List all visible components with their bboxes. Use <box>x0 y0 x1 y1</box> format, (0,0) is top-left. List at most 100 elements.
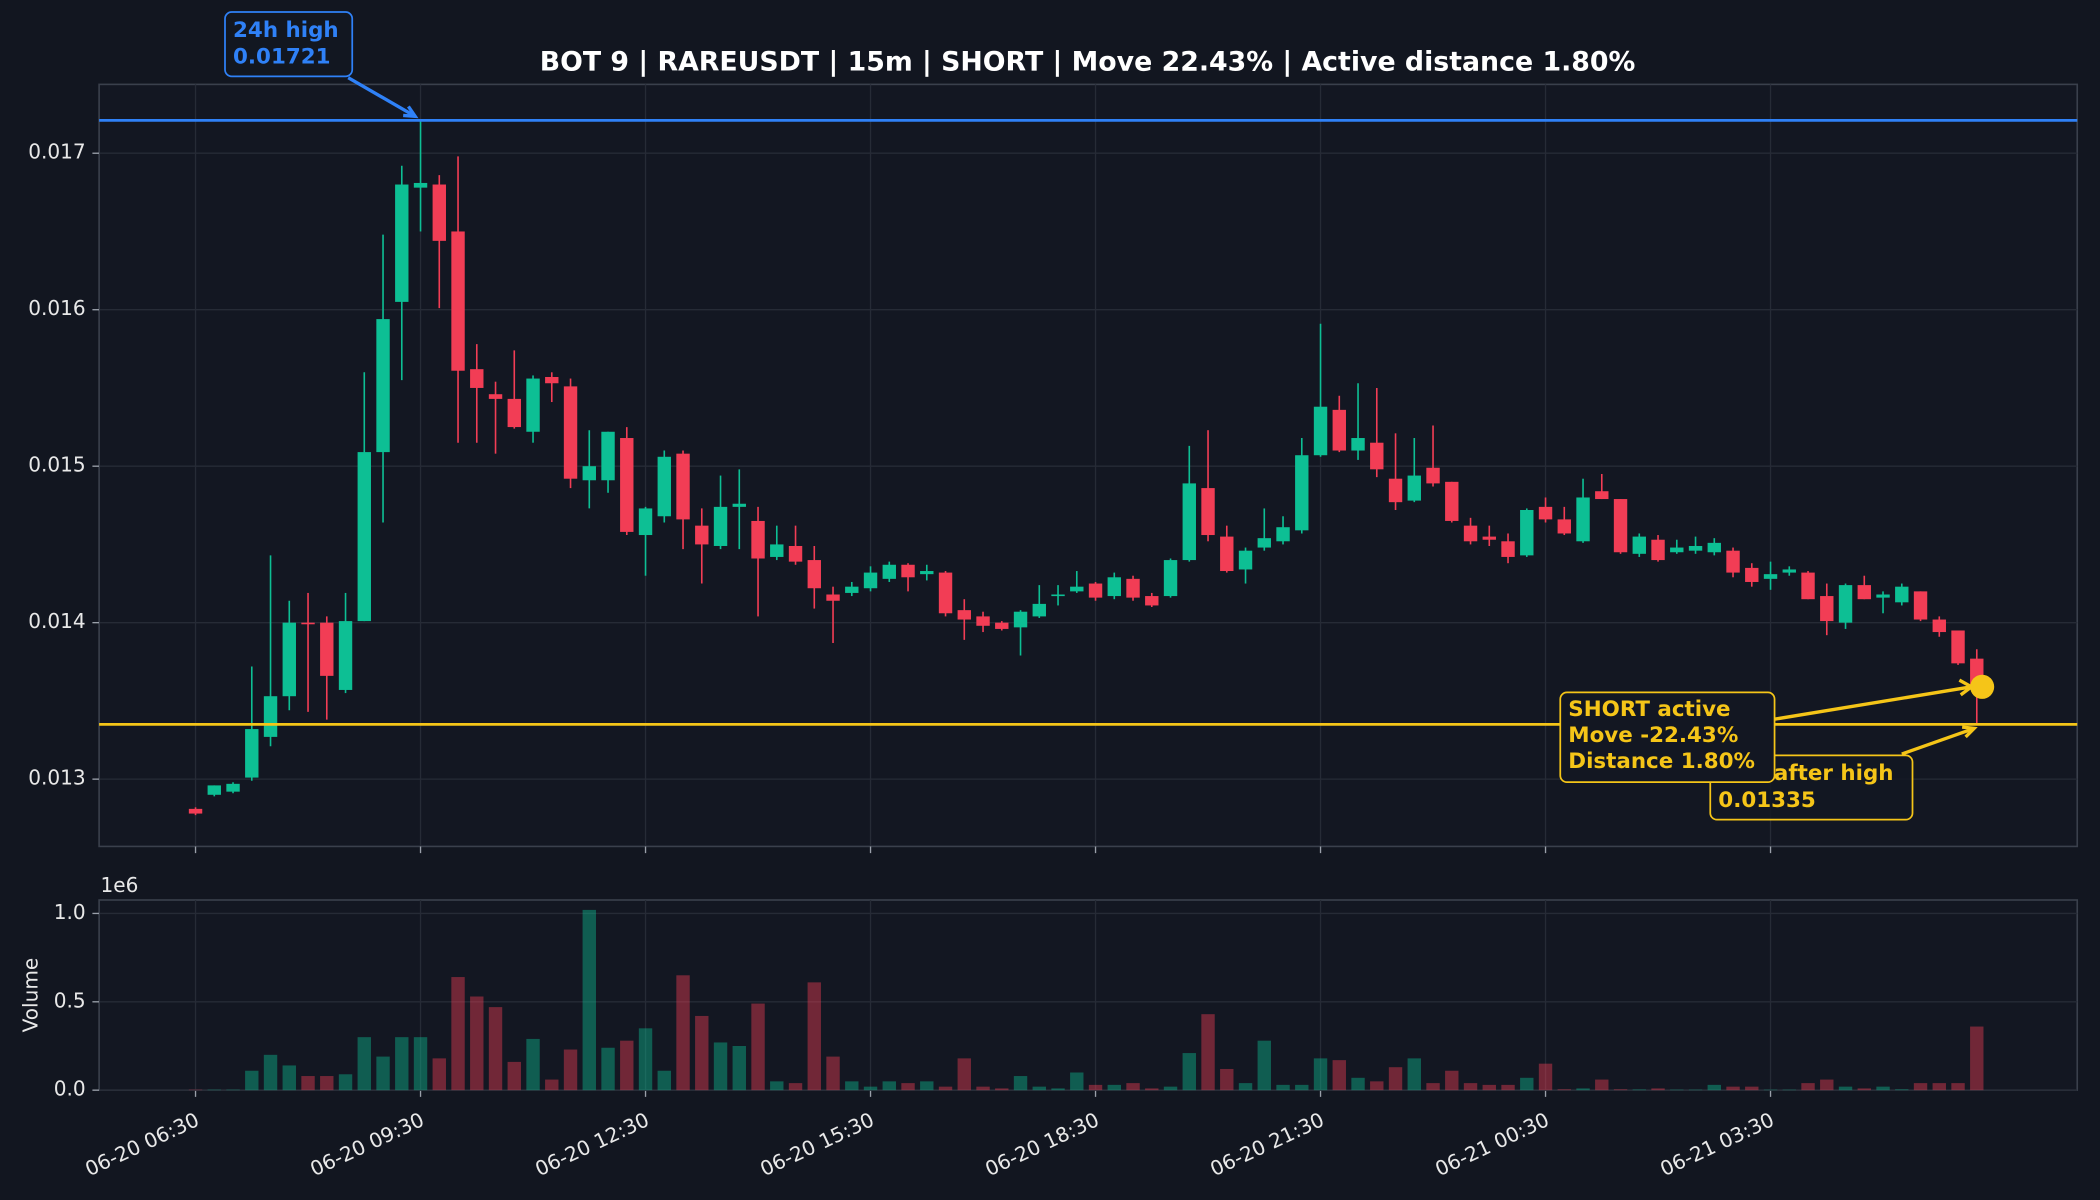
candle-body <box>845 586 859 593</box>
y-tick-label: 0.017 <box>28 140 85 164</box>
candle-body <box>1801 572 1815 600</box>
volume-bar <box>1126 1083 1140 1091</box>
candle-body <box>470 369 484 388</box>
volume-bar <box>507 1061 521 1091</box>
candle-body <box>338 621 353 690</box>
volume-bar <box>1782 1089 1796 1091</box>
candle-body <box>1876 594 1890 598</box>
volume-bar <box>1688 1089 1703 1091</box>
y-tick-label: 0.5 <box>54 988 86 1012</box>
volume-bar <box>845 1081 859 1091</box>
candle-body <box>1295 455 1309 531</box>
volume-bar <box>526 1038 540 1091</box>
volume-bar <box>920 1081 934 1091</box>
volume-bar <box>1370 1081 1384 1091</box>
candle-body <box>1632 536 1646 554</box>
candle-body <box>1238 550 1253 570</box>
candle-body <box>582 466 596 481</box>
chart-title: BOT 9 | RAREUSDT | 15m | SHORT | Move 22… <box>540 46 1636 77</box>
volume-bar <box>1932 1083 1946 1091</box>
volume-bar <box>620 1040 634 1091</box>
volume-bar <box>451 977 465 1091</box>
candle-body <box>376 319 390 453</box>
status-line: SHORT active <box>1568 697 1730 722</box>
candle-body <box>1220 536 1234 572</box>
volume-bar <box>1632 1089 1646 1091</box>
y-tick-label: 0.016 <box>28 296 85 320</box>
volume-bar <box>582 909 596 1091</box>
volume-bar <box>1501 1084 1515 1091</box>
candle-body <box>526 378 540 432</box>
candle-body <box>1670 547 1684 553</box>
volume-bar <box>1857 1088 1871 1091</box>
volume-bar <box>301 1076 315 1091</box>
candle-body <box>188 808 203 814</box>
volume-bar <box>338 1074 353 1091</box>
volume-bar <box>488 1007 503 1091</box>
volume-bar <box>807 982 821 1091</box>
candle-body <box>1107 577 1121 597</box>
candle-body <box>1913 591 1928 620</box>
candle-body <box>1145 596 1159 606</box>
offset-label: 1e6 <box>100 873 138 897</box>
candle-body <box>1726 550 1740 573</box>
candle-body <box>357 452 371 622</box>
candle-body <box>1370 442 1384 470</box>
volume-bar <box>1163 1086 1178 1091</box>
candle-body <box>676 453 690 520</box>
candle-body <box>1463 525 1478 542</box>
candle-body <box>995 622 1009 629</box>
volume-bar <box>1913 1083 1928 1091</box>
volume-bar <box>1032 1086 1046 1091</box>
candle-body <box>1745 567 1759 582</box>
volume-bar <box>676 975 690 1091</box>
candle-body <box>1013 611 1028 628</box>
volume-bar <box>226 1089 240 1091</box>
candle-body <box>1595 491 1609 500</box>
candle-body <box>1051 594 1065 597</box>
y-tick-label: 0.0 <box>54 1077 86 1101</box>
candle-body <box>770 544 784 557</box>
arrow-head <box>403 105 419 119</box>
candle-body <box>1557 519 1571 534</box>
candle-body <box>432 184 446 241</box>
volume-bar <box>788 1083 803 1091</box>
volume-bar <box>1670 1089 1684 1091</box>
volume-bar <box>863 1086 878 1091</box>
volume-bar <box>901 1083 915 1091</box>
candle-body <box>1576 497 1590 542</box>
volume-bar <box>1707 1084 1721 1091</box>
volume-bar <box>432 1058 446 1091</box>
candle-body <box>1482 536 1496 540</box>
volume-bar <box>395 1037 409 1091</box>
candle-body <box>507 398 521 428</box>
volume-bar <box>957 1058 971 1091</box>
candle-body <box>1276 527 1290 542</box>
candle-body <box>788 545 803 562</box>
candle-body <box>1707 542 1721 553</box>
candle-body <box>751 520 765 559</box>
volume-bar <box>638 1028 653 1091</box>
volume-bar <box>751 1003 765 1091</box>
volume-bar <box>1313 1058 1328 1091</box>
volume-bar <box>245 1070 259 1091</box>
volume-bar <box>601 1047 615 1091</box>
candle-body <box>1445 481 1459 521</box>
volume-bar <box>1051 1088 1065 1091</box>
candle-body <box>826 594 840 601</box>
candle-body <box>320 622 334 676</box>
volume-bar <box>1201 1014 1215 1091</box>
volume-bar <box>1220 1068 1234 1091</box>
volume-bar <box>1970 1026 1984 1091</box>
volume-bar <box>207 1089 221 1091</box>
volume-bar <box>1351 1077 1365 1091</box>
volume-bar <box>1820 1079 1834 1091</box>
candle-body <box>1613 499 1628 553</box>
candle-body <box>638 508 653 536</box>
candle-body <box>1182 483 1196 561</box>
annotation-value: 0.01721 <box>233 45 330 70</box>
volume-bar <box>1013 1076 1028 1091</box>
volume-bar <box>1538 1063 1553 1091</box>
candle-body <box>1857 585 1871 600</box>
